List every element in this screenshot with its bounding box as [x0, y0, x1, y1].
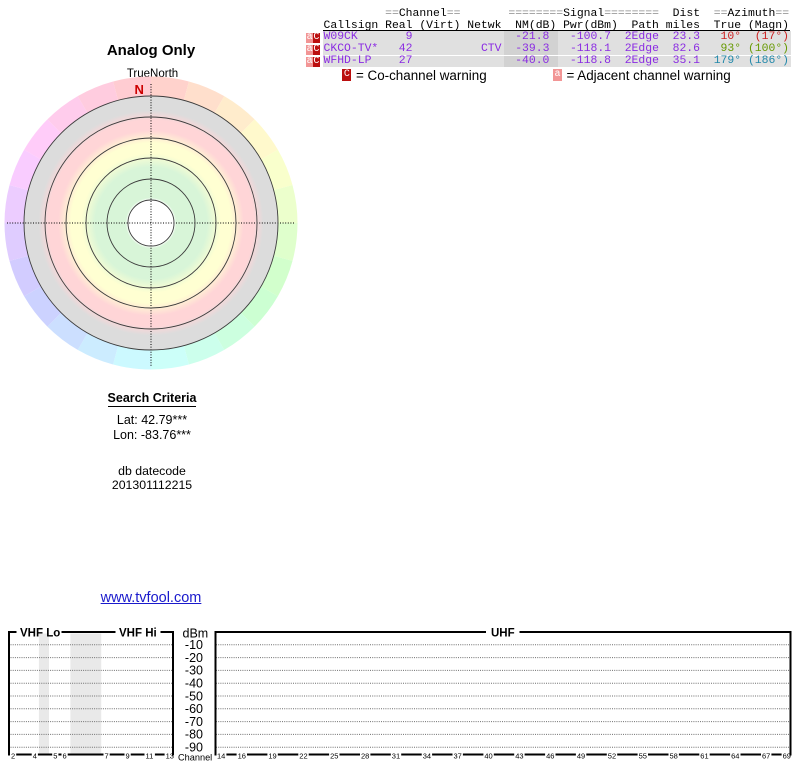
svg-text:VHF Lo: VHF Lo [20, 628, 60, 640]
svg-text:4: 4 [33, 752, 37, 761]
svg-text:14: 14 [217, 752, 225, 761]
svg-text:37: 37 [454, 752, 462, 761]
svg-text:2: 2 [11, 752, 15, 761]
svg-text:dBm: dBm [183, 627, 209, 641]
svg-text:25: 25 [330, 752, 338, 761]
svg-text:67: 67 [762, 752, 770, 761]
svg-text:43: 43 [515, 752, 523, 761]
svg-text:64: 64 [731, 752, 739, 761]
svg-text:34: 34 [423, 752, 431, 761]
svg-text:11: 11 [146, 752, 154, 761]
svg-text:22: 22 [299, 752, 307, 761]
svg-text:16: 16 [238, 752, 246, 761]
svg-text:58: 58 [670, 752, 678, 761]
svg-text:28: 28 [361, 752, 369, 761]
svg-text:-30: -30 [185, 664, 203, 678]
svg-text:19: 19 [268, 752, 276, 761]
svg-text:7: 7 [105, 752, 109, 761]
svg-text:-60: -60 [185, 702, 203, 716]
svg-text:-80: -80 [185, 728, 203, 742]
svg-text:-50: -50 [185, 689, 203, 703]
svg-text:49: 49 [577, 752, 585, 761]
svg-text:61: 61 [700, 752, 708, 761]
svg-text:-70: -70 [185, 715, 203, 729]
svg-text:UHF: UHF [491, 628, 515, 640]
svg-text:-40: -40 [185, 677, 203, 691]
svg-text:46: 46 [546, 752, 554, 761]
svg-text:55: 55 [639, 752, 647, 761]
svg-text:31: 31 [392, 752, 400, 761]
svg-text:5: 5 [53, 752, 57, 761]
svg-text:-20: -20 [185, 651, 203, 665]
svg-text:-10: -10 [185, 638, 203, 652]
svg-text:6: 6 [63, 752, 67, 761]
svg-text:40: 40 [484, 752, 492, 761]
svg-text:69: 69 [783, 752, 791, 761]
svg-text:52: 52 [608, 752, 616, 761]
svg-text:Channel: Channel [178, 753, 212, 763]
svg-text:VHF Hi: VHF Hi [119, 628, 157, 640]
svg-text:13: 13 [166, 752, 174, 761]
svg-text:-90: -90 [185, 741, 203, 755]
svg-text:N: N [135, 82, 144, 97]
svg-text:9: 9 [126, 752, 130, 761]
